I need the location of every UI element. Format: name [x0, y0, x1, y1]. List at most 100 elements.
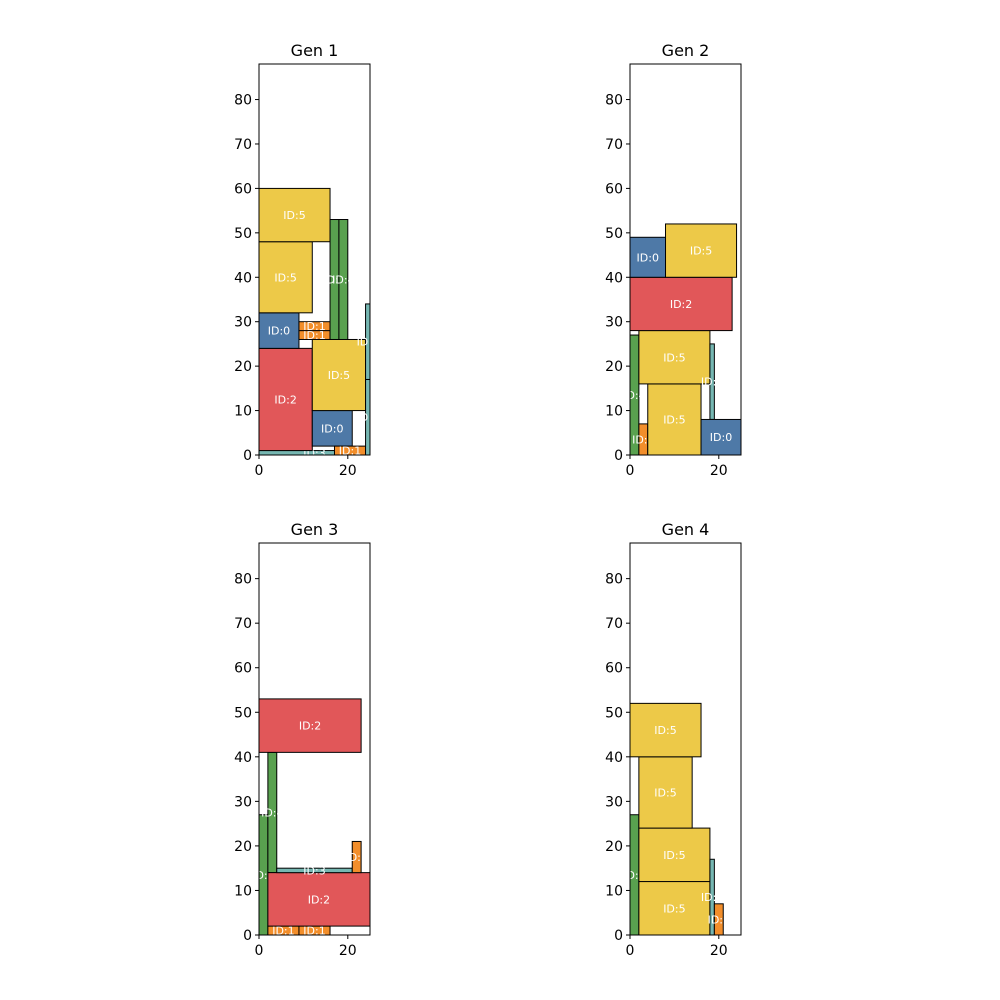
y-tick-label: 20	[234, 839, 252, 855]
rect-label: ID:3	[357, 411, 379, 424]
rect-label: ID:5	[663, 849, 685, 862]
rect-label: ID:2	[299, 720, 321, 733]
y-tick-label: 0	[243, 928, 252, 944]
rect-label: ID:0	[710, 431, 732, 444]
rect-label: ID:4	[332, 273, 354, 286]
rect-label: ID:2	[670, 298, 692, 311]
y-tick-label: 50	[234, 705, 252, 721]
y-tick-label: 80	[234, 572, 252, 588]
y-tick-label: 0	[614, 448, 623, 464]
rect-label: ID:5	[690, 245, 712, 258]
axes-frame	[629, 63, 742, 456]
rect-label: ID:5	[654, 786, 676, 799]
panel-title: Gen 4	[662, 520, 710, 539]
panel-title: Gen 3	[291, 520, 339, 539]
y-tick-label: 20	[234, 359, 252, 375]
y-tick-label: 70	[605, 137, 623, 153]
rect-label: ID:5	[283, 209, 305, 222]
rect-label: ID:3	[357, 336, 379, 349]
x-tick-label: 0	[255, 943, 264, 959]
packed-rect	[630, 702, 702, 758]
panel-title: Gen 1	[291, 41, 339, 60]
packed-rect	[338, 219, 349, 340]
rect-group: ID:4ID:4ID:1 ID:1ID:2ID:3ID:1ID:2	[259, 698, 370, 938]
rect-label: ID:1	[303, 925, 325, 938]
rect-label: ID:1	[303, 320, 325, 333]
y-tick-label: 80	[605, 572, 623, 588]
rect-label: ID:3	[303, 447, 325, 460]
panel-3: Gen 3ID:4ID:4ID:1 ID:1ID:2ID:3ID:1ID:2010…	[234, 520, 371, 959]
rect-label: ID:1	[339, 445, 361, 458]
packed-rect	[267, 872, 370, 927]
rect-group: ID:4ID:5ID:5ID:3ID:1ID:5ID:5	[630, 702, 730, 935]
rect-label: ID:4	[623, 389, 645, 402]
y-tick-label: 0	[243, 448, 252, 464]
y-tick-label: 20	[605, 839, 623, 855]
panel-1: Gen 1ID:3ID:2ID:0ID:5ID:5ID:1ID:1ID:0ID:…	[234, 41, 379, 479]
y-tick-label: 80	[605, 93, 623, 109]
axes-frame	[258, 63, 371, 456]
y-tick-label: 70	[234, 616, 252, 632]
y-tick-label: 20	[605, 359, 623, 375]
rect-label: ID:5	[654, 724, 676, 737]
panel-4: Gen 4ID:4ID:5ID:5ID:3ID:1ID:5ID:50102030…	[605, 520, 742, 959]
y-tick-label: 0	[614, 928, 623, 944]
x-tick-label: 0	[255, 463, 264, 479]
packed-rect	[351, 840, 362, 874]
rect-label: ID:2	[308, 893, 330, 906]
packed-rect	[638, 827, 711, 883]
panel-2: Gen 2ID:4ID:1ID:5ID:5ID:3ID:0ID:2ID:0ID:…	[605, 41, 742, 479]
y-tick-label: 40	[605, 750, 623, 766]
packed-rect	[700, 418, 741, 455]
axes-frame	[629, 542, 742, 936]
packed-rect	[630, 276, 733, 332]
rect-label: ID:1	[708, 913, 730, 926]
y-tick-label: 40	[605, 270, 623, 286]
packed-rect	[259, 698, 362, 753]
packed-rect	[630, 334, 640, 455]
y-tick-label: 30	[605, 315, 623, 331]
x-tick-label: 20	[339, 463, 357, 479]
y-tick-label: 60	[605, 661, 623, 677]
rect-label: ID:0	[321, 422, 343, 435]
y-tick-label: 50	[234, 226, 252, 242]
y-tick-label: 40	[234, 270, 252, 286]
y-tick-label: 60	[234, 661, 252, 677]
rect-label: ID:1	[345, 851, 367, 864]
y-tick-label: 10	[234, 883, 252, 899]
rect-label: ID:5	[663, 413, 685, 426]
axes-frame	[258, 542, 371, 936]
packed-rect	[630, 236, 667, 278]
x-tick-label: 0	[626, 943, 635, 959]
rect-label: ID:4	[261, 807, 283, 820]
y-tick-label: 70	[234, 137, 252, 153]
packed-rect	[259, 187, 331, 243]
y-tick-label: 70	[605, 616, 623, 632]
rect-label: ID:5	[663, 351, 685, 364]
rect-label: ID:3	[701, 891, 723, 904]
y-tick-label: 30	[234, 794, 252, 810]
y-tick-label: 60	[605, 181, 623, 197]
packed-rect	[665, 223, 738, 278]
packed-rect	[638, 881, 711, 935]
rect-label: ID:5	[274, 271, 296, 284]
x-tick-label: 20	[710, 463, 728, 479]
rect-label: ID:5	[663, 902, 685, 915]
packed-rect	[311, 338, 367, 412]
x-tick-label: 20	[710, 943, 728, 959]
rect-label: ID:1	[303, 329, 325, 342]
packed-rect	[311, 410, 353, 447]
y-tick-label: 60	[234, 181, 252, 197]
y-tick-label: 10	[605, 883, 623, 899]
rect-label: ID:1	[272, 925, 294, 938]
rect-group: ID:3ID:2ID:0ID:5ID:5ID:1ID:1ID:0ID:5ID:4…	[259, 187, 379, 460]
y-tick-label: 50	[605, 705, 623, 721]
rect-label: ID:0	[637, 251, 659, 264]
rect-label: ID:5	[328, 369, 350, 382]
y-tick-label: 80	[234, 93, 252, 109]
rect-label: ID:3	[701, 376, 723, 389]
y-tick-label: 30	[234, 315, 252, 331]
x-tick-label: 0	[626, 463, 635, 479]
y-tick-label: 30	[605, 794, 623, 810]
